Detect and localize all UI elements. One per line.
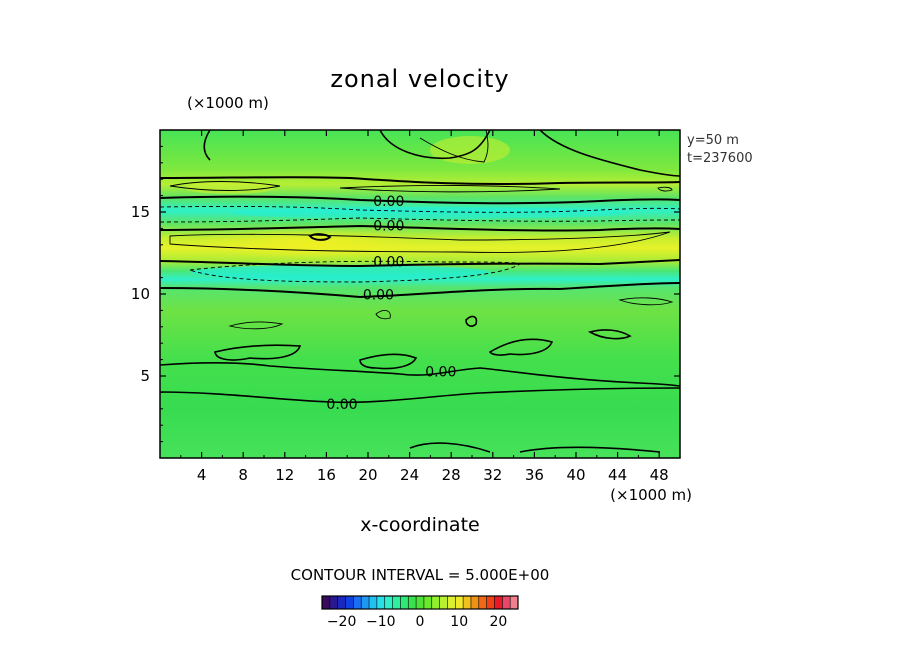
colorbar-swatch bbox=[329, 596, 338, 609]
contour-positive-line bbox=[419, 130, 489, 163]
contour-positive-line bbox=[169, 231, 671, 253]
colorbar-swatch bbox=[510, 596, 519, 609]
colorbar-swatch bbox=[494, 596, 503, 609]
color-field bbox=[160, 130, 680, 458]
contour-label: 0.00 bbox=[326, 397, 357, 413]
contour-positive-line bbox=[228, 321, 284, 330]
colorbar-swatch bbox=[439, 596, 448, 609]
colorbar-swatch bbox=[400, 596, 409, 609]
x-tick-label: 40 bbox=[566, 466, 585, 484]
colorbar-swatch bbox=[486, 596, 495, 609]
contour-zero-line bbox=[160, 282, 680, 299]
y-tick-label: 10 bbox=[131, 285, 150, 303]
colorbar: −20 −10 0 10 20 bbox=[321, 595, 519, 630]
contour-label: 0.00 bbox=[373, 218, 404, 234]
y-tick-label: 15 bbox=[131, 203, 150, 221]
colorbar-swatch bbox=[408, 596, 417, 609]
chart-title: zonal velocity bbox=[330, 65, 509, 93]
contour-negative-line bbox=[160, 205, 680, 213]
colorbar-swatch bbox=[447, 596, 456, 609]
x-axis: 4 8 12 16 20 24 28 32 36 40 44 48 bbox=[180, 130, 669, 484]
colorbar-swatch bbox=[353, 596, 362, 609]
x-tick-label: 16 bbox=[317, 466, 336, 484]
x-tick-label: 4 bbox=[197, 466, 207, 484]
contour-zero-line bbox=[308, 233, 332, 241]
contour-zero-line bbox=[160, 259, 680, 268]
y-axis-units: (×1000 m) bbox=[187, 94, 269, 112]
contour-zero-line bbox=[203, 130, 680, 177]
colorbar-swatch bbox=[337, 596, 346, 609]
x-axis-label: x-coordinate bbox=[360, 514, 479, 536]
x-tick-label: 44 bbox=[608, 466, 627, 484]
time-label: t=237600 bbox=[687, 151, 753, 166]
x-axis-units: (×1000 m) bbox=[610, 486, 692, 504]
x-tick-label: 36 bbox=[525, 466, 544, 484]
colorbar-swatch bbox=[470, 596, 480, 609]
x-tick-label: 24 bbox=[400, 466, 419, 484]
contour-positive-line bbox=[657, 186, 673, 192]
contour-positive-line bbox=[618, 297, 674, 306]
contour-negative-line bbox=[189, 260, 521, 283]
colorbar-tick-label: 0 bbox=[416, 614, 425, 630]
colorbar-swatch bbox=[322, 596, 331, 609]
contour-lines bbox=[160, 130, 680, 453]
contour-zero-line bbox=[587, 329, 632, 340]
colorbar-swatch bbox=[463, 596, 472, 609]
x-tick-label: 48 bbox=[650, 466, 669, 484]
colorbar-frame bbox=[321, 595, 519, 610]
colorbar-swatch bbox=[416, 596, 425, 609]
colorbar-swatch bbox=[392, 596, 401, 609]
contour-zero-line bbox=[160, 176, 680, 186]
contour-zero-line bbox=[160, 224, 680, 232]
contour-zero-line bbox=[160, 387, 680, 404]
contour-label: 0.00 bbox=[425, 364, 456, 380]
contour-interval-text: CONTOUR INTERVAL = 5.000E+00 bbox=[291, 566, 550, 584]
colorbar-swatch bbox=[423, 596, 433, 609]
colorbar-swatch bbox=[361, 596, 370, 609]
contour-zero-line bbox=[379, 130, 491, 160]
colorbar-tick-label: 20 bbox=[489, 614, 507, 630]
y-axis: 5 10 15 bbox=[131, 145, 680, 443]
x-tick-label: 28 bbox=[442, 466, 461, 484]
contour-positive-line bbox=[339, 185, 561, 193]
colorbar-swatch bbox=[376, 596, 386, 609]
contour-zero-line bbox=[359, 353, 418, 370]
contour-labels: 0.00 0.00 0.00 0.00 0.00 0.00 bbox=[326, 194, 456, 413]
contour-label: 0.00 bbox=[373, 254, 404, 270]
colorbar-swatch bbox=[455, 596, 464, 609]
contour-positive-line bbox=[169, 181, 281, 191]
contour-zero-line bbox=[409, 442, 661, 453]
colorbar-swatch bbox=[478, 596, 487, 609]
contour-zero-line bbox=[160, 195, 680, 205]
contour-label: 0.00 bbox=[373, 194, 404, 210]
contour-negative-line bbox=[160, 217, 680, 223]
colorbar-swatch bbox=[345, 596, 354, 609]
colorbar-swatch bbox=[502, 596, 511, 609]
contour-zero-line bbox=[160, 362, 680, 387]
contour-zero-line bbox=[214, 344, 302, 361]
x-tick-label: 8 bbox=[238, 466, 248, 484]
colorbar-swatch bbox=[431, 596, 440, 609]
y-tick-label: 5 bbox=[140, 367, 150, 385]
contour-positive-line bbox=[375, 310, 391, 320]
colorbar-tick-label: −10 bbox=[366, 614, 396, 630]
x-tick-label: 12 bbox=[275, 466, 294, 484]
contour-label: 0.00 bbox=[363, 287, 394, 303]
x-tick-label: 20 bbox=[358, 466, 377, 484]
colorbar-tick-label: −20 bbox=[327, 614, 357, 630]
x-tick-label: 32 bbox=[483, 466, 502, 484]
contour-zero-line bbox=[488, 338, 554, 356]
depth-label: y=50 m bbox=[687, 133, 739, 148]
colorbar-swatch bbox=[384, 596, 393, 609]
contour-zero-line bbox=[465, 315, 478, 327]
colorbar-swatch bbox=[369, 596, 378, 609]
colorbar-tick-label: 10 bbox=[450, 614, 468, 630]
